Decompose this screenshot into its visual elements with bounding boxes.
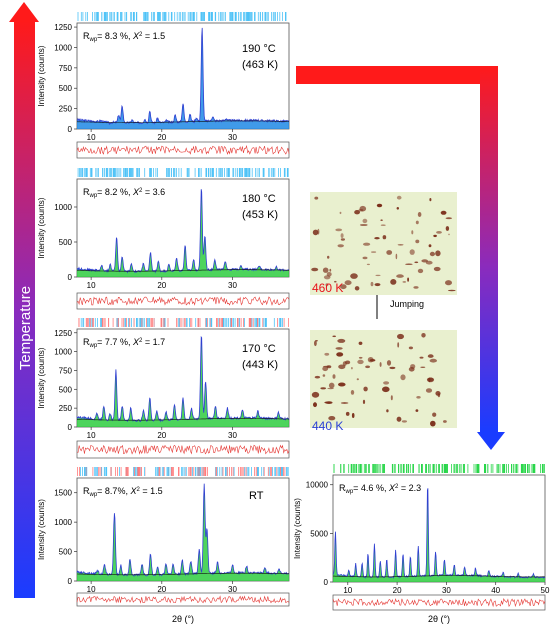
x-tick-label: 10: [87, 585, 96, 594]
temperature-label: Temperature: [17, 286, 34, 370]
y-tick-label: 5000: [310, 529, 328, 538]
background-curve: [76, 418, 289, 421]
x-tick-label: 20: [157, 133, 166, 142]
x-tick-label: 30: [442, 586, 451, 595]
x-tick-label: 30: [228, 281, 237, 290]
x-axis-label: 2θ (°): [428, 614, 450, 624]
x-tick-label: 50: [541, 586, 550, 595]
fit-statistics: Rwp= 4.6 %, X2 = 2.3: [339, 483, 421, 495]
photo-label-460: 460 K: [312, 281, 343, 295]
y-axis-label: Intensity (counts): [37, 197, 46, 258]
difference-curve: [76, 595, 290, 604]
fit-statistics: Rwp= 8.2 %, X2 = 3.6: [83, 187, 165, 199]
y-tick-label: 1250: [54, 23, 72, 32]
y-tick-label: 0: [324, 578, 329, 587]
observed-area: [77, 337, 289, 427]
y-tick-label: 750: [59, 366, 73, 375]
fit-statistics: Rwp= 7.7 %, X2 = 1.7: [83, 337, 165, 349]
crystal-photo-440: [310, 330, 457, 428]
difference-curve: [76, 296, 290, 306]
difference-curve: [76, 145, 290, 155]
temperature-annotation: 170 °C: [242, 343, 276, 355]
x-tick-label: 40: [491, 586, 500, 595]
x-tick-label: 10: [87, 133, 96, 142]
panel-p170: 0 250 500 750 1000 1250 10 20 30 Intensity (count…: [37, 318, 290, 459]
x-tick-label: 20: [157, 585, 166, 594]
y-tick-label: 750: [59, 64, 73, 73]
y-tick-label: 1000: [54, 203, 72, 212]
y-tick-label: 500: [59, 84, 73, 93]
fit-statistics: Rwp= 8.3 %, X2 = 1.5: [83, 31, 165, 43]
temperature-annotation: RT: [249, 490, 264, 502]
panel-pRT: 0 500 1000 1500 10 20 30 Intensity (counts) Rwp=…: [37, 467, 290, 624]
y-tick-label: 250: [59, 404, 73, 413]
fit-statistics: Rwp= 8.7%, X2 = 1.5: [83, 486, 163, 498]
difference-curve: [332, 597, 546, 608]
reflection-ticks: [78, 318, 289, 327]
y-axis-label: Intensity (counts): [293, 498, 302, 559]
photo-label-440: 440 K: [312, 419, 343, 433]
plot-area: [76, 178, 290, 278]
x-tick-label: 30: [228, 431, 237, 440]
y-tick-label: 500: [59, 238, 73, 247]
temperature-annotation-kelvin: (453 K): [242, 209, 278, 221]
panel-p180: 0 500 1000 10 20 30 Intensity (counts) Rwp= 8.2…: [37, 168, 290, 310]
y-tick-label: 10000: [306, 481, 329, 490]
reflection-ticks: [77, 467, 289, 476]
x-tick-label: 30: [228, 585, 237, 594]
x-tick-label: 10: [87, 281, 96, 290]
y-tick-label: 0: [68, 577, 73, 586]
temperature-annotation-kelvin: (443 K): [242, 359, 278, 371]
x-tick-label: 10: [343, 586, 352, 595]
temperature-annotation-kelvin: (463 K): [242, 59, 278, 71]
panel-p190: 0 250 500 750 1000 1250 10 20 30 Intensity (count…: [37, 12, 290, 159]
y-tick-label: 0: [68, 273, 73, 282]
background-curve: [333, 575, 545, 578]
reflection-ticks: [77, 168, 289, 177]
background-curve: [77, 269, 289, 272]
residual-strip: [76, 141, 290, 159]
y-axis-label: Intensity (counts): [37, 499, 46, 560]
y-tick-label: 1000: [54, 518, 72, 527]
y-tick-label: 1250: [54, 329, 72, 338]
cooling-arrow: [296, 66, 505, 450]
calculated-profile: [76, 27, 290, 126]
residual-strip: [76, 292, 290, 310]
x-axis-label: 2θ (°): [172, 614, 194, 624]
y-tick-label: 1000: [54, 43, 72, 52]
y-tick-label: 0: [68, 423, 73, 432]
y-axis-label: Intensity (counts): [37, 347, 46, 408]
y-tick-label: 250: [59, 105, 73, 114]
y-axis-label: Intensity (counts): [37, 45, 46, 106]
calculated-profile: [76, 483, 290, 577]
difference-curve: [76, 444, 290, 455]
reflection-ticks: [333, 464, 545, 473]
y-tick-label: 500: [59, 385, 73, 394]
x-tick-label: 30: [228, 133, 237, 142]
temperature-arrow: [9, 2, 39, 598]
x-tick-label: 20: [157, 281, 166, 290]
background-curve: [77, 572, 289, 576]
calculated-profile: [76, 189, 290, 274]
y-tick-label: 0: [68, 125, 73, 134]
observed-area: [77, 27, 289, 129]
panel-p440: 0 5000 10000 10 20 30 40 50 Intensity (counts) Rw…: [293, 464, 550, 624]
y-tick-label: 1000: [54, 348, 72, 357]
x-tick-label: 20: [393, 586, 402, 595]
temperature-annotation: 190 °C: [242, 43, 276, 55]
reflection-ticks: [77, 12, 287, 21]
background-curve: [76, 120, 289, 123]
jumping-label: Jumping: [390, 299, 424, 309]
temperature-annotation: 180 °C: [242, 193, 276, 205]
crystal-photo-460: [310, 192, 457, 295]
x-tick-label: 10: [87, 431, 96, 440]
x-tick-label: 20: [157, 431, 166, 440]
y-tick-label: 1500: [54, 489, 72, 498]
y-tick-label: 500: [59, 548, 73, 557]
